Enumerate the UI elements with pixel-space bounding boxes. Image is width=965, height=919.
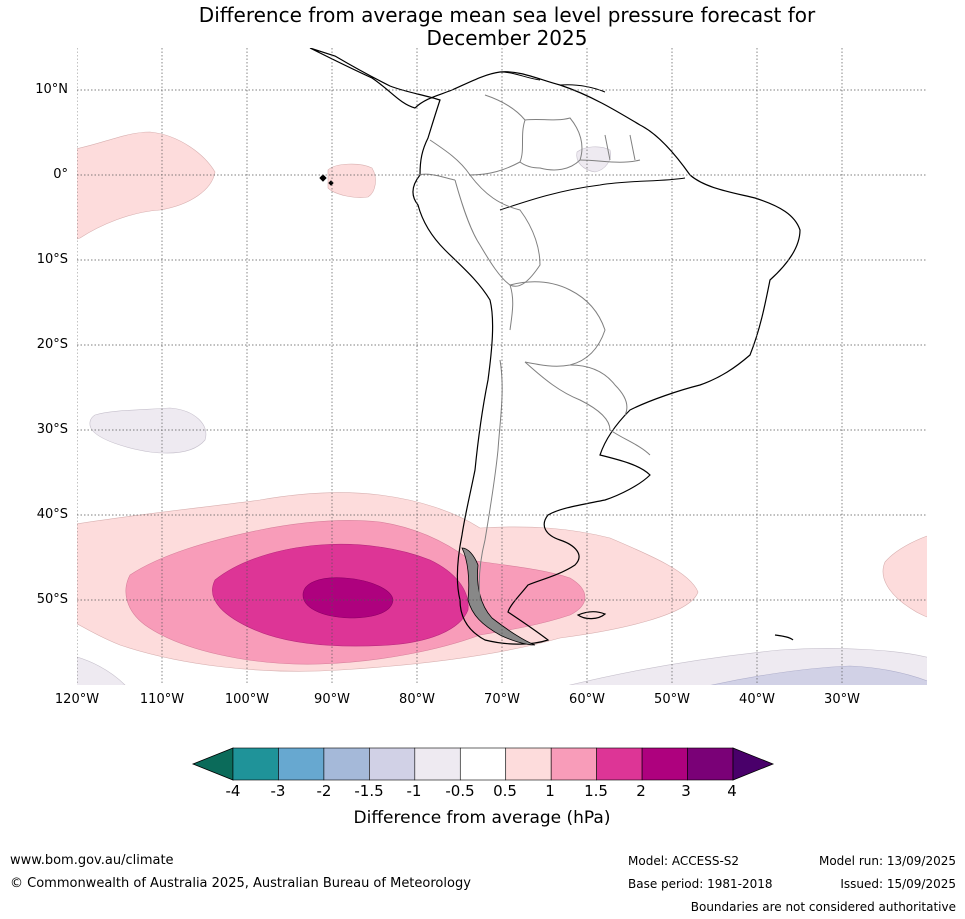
disclaimer-text: Boundaries are not considered authoritat… [690, 900, 956, 914]
colorbar-segment [596, 747, 643, 781]
colorbar-tick: 2 [636, 782, 646, 800]
lat-label-10n: 10°N [35, 82, 68, 97]
colorbar-extend-low [191, 747, 234, 781]
colorbar-tick: 1.5 [584, 782, 608, 800]
coastlines [309, 48, 801, 646]
anomaly-east-atlantic [882, 535, 927, 618]
lon-label-40w: 40°W [739, 692, 775, 707]
lat-label-30s: 30°S [36, 422, 68, 437]
anomaly-negative-pacific [89, 407, 207, 454]
graticule [77, 48, 927, 685]
lon-label-80w: 80°W [399, 692, 435, 707]
map-title: Difference from average mean sea level p… [77, 4, 937, 50]
falkland-islands [576, 611, 607, 620]
colorbar [191, 747, 775, 781]
colorbar-segment [459, 747, 507, 781]
model-text: Model: ACCESS-S2 [628, 854, 740, 868]
anomaly-negative-guiana [576, 146, 611, 173]
amazon-river [499, 177, 686, 211]
lon-label-100w: 100°W [224, 692, 270, 707]
lon-label-120w: 120°W [54, 692, 100, 707]
border-paraguay [569, 364, 628, 416]
colorbar-tick: -4 [225, 782, 241, 800]
lat-label-50s: 50°S [36, 592, 68, 607]
colorbar-tick: 3 [681, 782, 691, 800]
lat-label-10s: 10°S [36, 252, 68, 267]
copyright-text: © Commonwealth of Australia 2025, Austra… [10, 876, 471, 891]
lon-label-110w: 110°W [139, 692, 185, 707]
lon-label-90w: 90°W [314, 692, 350, 707]
colorbar-tick: 0.5 [493, 782, 517, 800]
border-argentina-north [524, 361, 611, 431]
south-america-coastline [309, 48, 801, 645]
anomaly-fields [77, 131, 927, 685]
anomaly-equatorial-small [327, 163, 376, 198]
colorbar-tick: 1 [545, 782, 555, 800]
website-link[interactable]: www.bom.gov.au/climate [10, 853, 174, 868]
colorbar-tick: 4 [727, 782, 737, 800]
title-line-2: December 2025 [426, 26, 588, 50]
colorbar-segment [278, 747, 325, 781]
lon-label-70w: 70°W [484, 692, 520, 707]
model-run-text: Model run: 13/09/2025 [818, 854, 956, 868]
colorbar-label: Difference from average (hPa) [353, 808, 611, 828]
anomaly-negative-sw [77, 656, 126, 685]
galapagos-islands [319, 174, 334, 186]
border-peru [454, 179, 514, 331]
caribbean-coast [499, 71, 606, 93]
colorbar-segment [687, 747, 734, 781]
colorbar-segment [369, 747, 416, 781]
colorbar-tick: -1.5 [354, 782, 384, 800]
colorbar-segment [232, 747, 279, 781]
colorbar-tick: -2 [316, 782, 332, 800]
border-ecuador [417, 173, 456, 181]
colorbar-tick: -3 [270, 782, 286, 800]
colorbar-segments [191, 747, 775, 781]
colorbar-tick: -1 [406, 782, 422, 800]
colorbar-segment [505, 747, 552, 781]
border-uruguay [609, 429, 651, 456]
colorbar-tick: -0.5 [445, 782, 475, 800]
lat-label-40s: 40°S [36, 507, 68, 522]
lon-label-50w: 50°W [654, 692, 690, 707]
border-bolivia [509, 281, 606, 367]
lat-label-0: 0° [53, 167, 68, 182]
base-period-text: Base period: 1981-2018 [628, 877, 773, 891]
tierra-del-fuego-shade [461, 547, 536, 646]
title-line-1: Difference from average mean sea level p… [198, 3, 816, 27]
colorbar-segment [550, 747, 597, 781]
border-guianas [579, 134, 641, 163]
colorbar-segment [414, 747, 461, 781]
anomaly-west-equatorial [77, 131, 216, 240]
colorbar-segment [641, 747, 688, 781]
colorbar-extend-high [732, 747, 775, 781]
pressure-anomaly-map [77, 48, 927, 685]
south-georgia [774, 634, 794, 641]
issued-text: Issued: 15/09/2025 [840, 877, 956, 891]
lon-label-60w: 60°W [569, 692, 605, 707]
lon-label-30w: 30°W [824, 692, 860, 707]
lat-label-20s: 20°S [36, 337, 68, 352]
anomaly-negative-se-inner [710, 665, 927, 685]
colorbar-segment [323, 747, 370, 781]
